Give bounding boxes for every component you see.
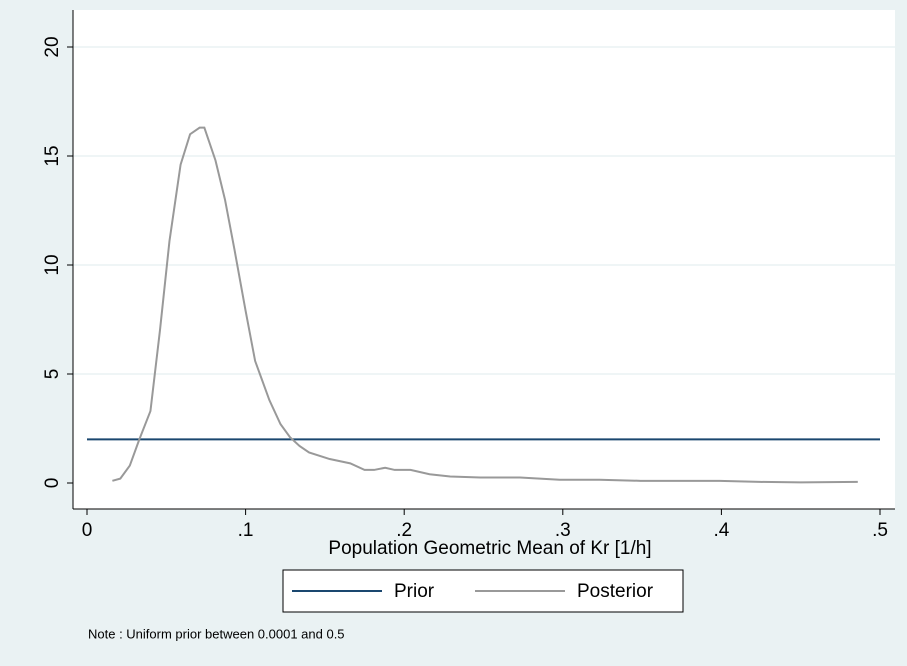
y-tick-label: 5 (42, 369, 63, 380)
y-tick-label: 10 (42, 254, 63, 275)
x-tick-label: .4 (713, 520, 729, 541)
x-tick-label: .5 (872, 520, 888, 541)
line-series (112, 126, 858, 484)
plot-area (73, 10, 895, 509)
x-tick-label: 0 (82, 520, 93, 541)
x-axis-label: Population Geometric Mean of Kr [1/h] (328, 538, 651, 559)
note: Note : Uniform prior between 0.0001 and … (88, 626, 345, 641)
x-tick-label: .1 (238, 520, 254, 541)
x-tick-label: .2 (396, 520, 412, 541)
y-tick-label: 15 (42, 145, 63, 166)
legend-label: Posterior (577, 581, 654, 602)
x-tick-label: .3 (555, 520, 571, 541)
legend-label: Prior (394, 581, 435, 602)
y-tick-label: 0 (42, 478, 63, 489)
y-tick-label: 20 (42, 36, 63, 57)
